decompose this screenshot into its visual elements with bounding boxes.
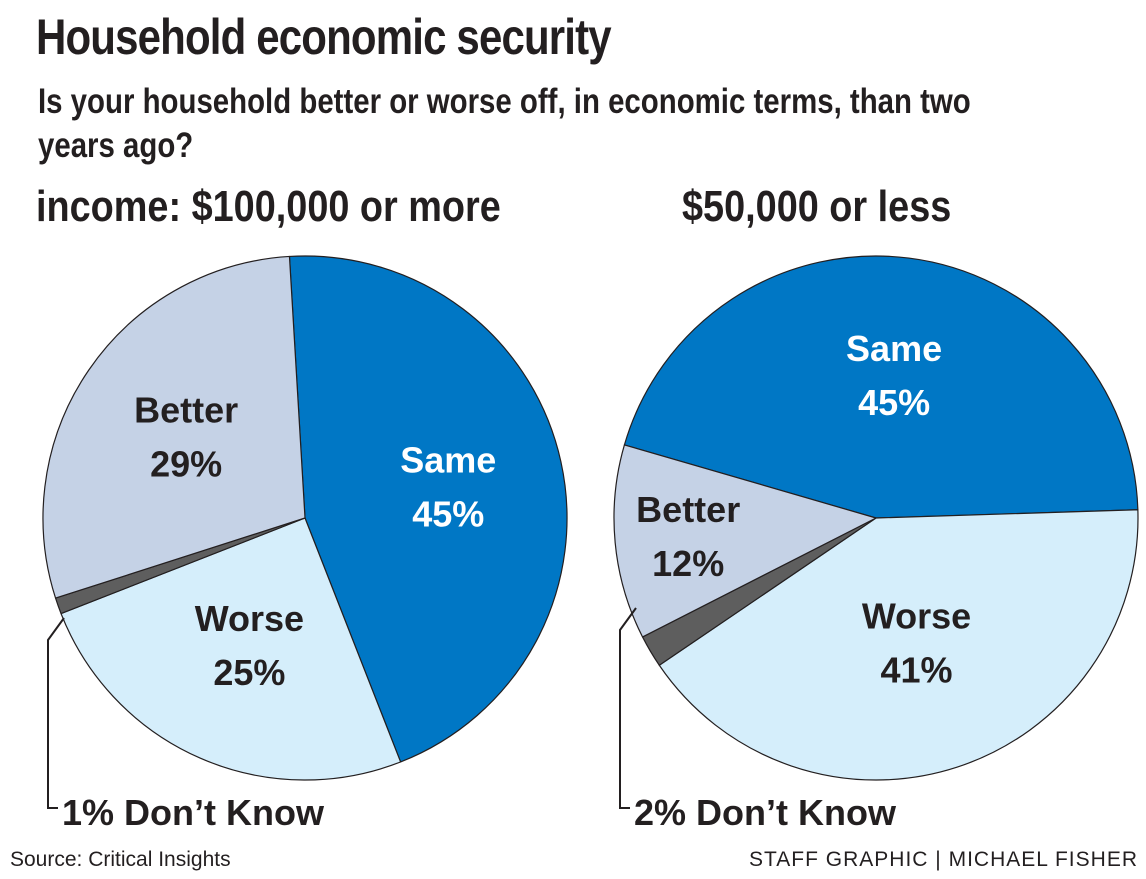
slice-label-worse: Worse bbox=[862, 596, 971, 637]
slice-label-worse: Worse bbox=[195, 598, 304, 639]
pie-chart-low-income: Same 45% Worse 41% Better 12% 2% Don’t Know bbox=[613, 255, 1139, 833]
slice-value-same: 45% bbox=[858, 382, 930, 423]
chart-title: Household economic security bbox=[36, 9, 612, 65]
slice-value-better: 29% bbox=[150, 444, 222, 485]
callout-dont-know: 2% Don’t Know bbox=[634, 792, 897, 833]
pie-slice-same bbox=[623, 255, 1139, 519]
pie-slice-better bbox=[42, 255, 306, 599]
pie-slice-worse bbox=[60, 517, 402, 781]
pie-chart-high-income: Same 45% Worse 25% Better 29% 1% Don’t Know bbox=[42, 255, 568, 833]
slice-value-worse: 41% bbox=[880, 650, 952, 691]
slice-value-better: 12% bbox=[652, 543, 724, 584]
slice-value-same: 45% bbox=[412, 494, 484, 535]
callout-leader-line bbox=[47, 617, 65, 809]
slice-value-worse: 25% bbox=[213, 652, 285, 693]
graphic-credit: STAFF GRAPHIC | MICHAEL FISHER bbox=[749, 848, 1138, 871]
pie-slice-worse bbox=[658, 509, 1139, 781]
slice-label-better: Better bbox=[636, 489, 740, 530]
chart-subtitle: Is your household better or worse off, i… bbox=[38, 82, 971, 165]
slice-label-same: Same bbox=[400, 440, 496, 481]
callout-leader-line bbox=[619, 607, 637, 809]
pie-slice-same bbox=[288, 255, 568, 763]
pie-title-low-income: $50,000 or less bbox=[682, 182, 952, 231]
pie-title-high-income: income: $100,000 or more bbox=[36, 182, 501, 231]
slice-label-same: Same bbox=[846, 328, 942, 369]
slice-label-better: Better bbox=[134, 390, 238, 431]
pie-slice-better bbox=[613, 444, 877, 638]
callout-dont-know: 1% Don’t Know bbox=[62, 792, 325, 833]
source-note: Source: Critical Insights bbox=[10, 848, 231, 871]
